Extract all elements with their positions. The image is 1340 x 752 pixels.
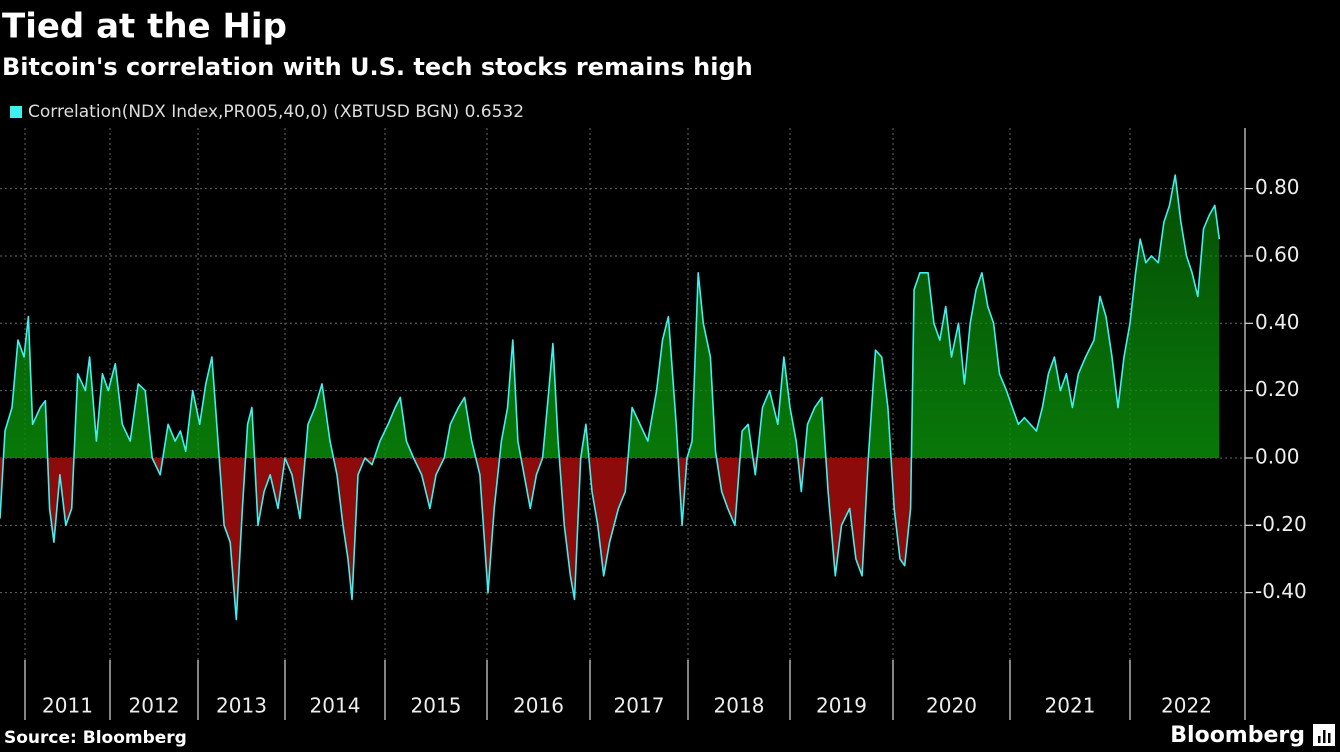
y-tick-label: 0.00	[1255, 444, 1300, 468]
legend-swatch	[10, 106, 22, 118]
chart-subtitle: Bitcoin's correlation with U.S. tech sto…	[2, 53, 753, 81]
x-tick-label: 2017	[614, 694, 665, 718]
y-tick-label: 0.60	[1255, 242, 1300, 266]
x-tick-label: 2021	[1045, 694, 1096, 718]
x-tick-label: 2016	[513, 694, 564, 718]
chart-title: Tied at the Hip	[2, 7, 287, 47]
line	[0, 174, 1221, 621]
x-tick-label: 2012	[129, 694, 180, 718]
x-tick-label: 2018	[714, 694, 765, 718]
x-tick-label: 2014	[310, 694, 361, 718]
x-tick-label: 2019	[816, 694, 867, 718]
brand-icon	[1313, 724, 1335, 746]
y-tick-label: 0.80	[1255, 175, 1300, 199]
x-tick-label: 2015	[411, 694, 462, 718]
legend-label: Correlation(NDX Index,PR005,40,0) (XBTUS…	[28, 102, 524, 122]
plot: -0.40 -0.20 0.00 0.20 0.40 0.60 0.80 2011 2012 20…	[0, 128, 1307, 720]
y-tick-label: -0.20	[1255, 512, 1307, 536]
y-tick-label: 0.20	[1255, 377, 1300, 401]
x-tick-label: 2022	[1161, 694, 1212, 718]
y-tick-label: 0.40	[1255, 310, 1300, 334]
source: Source: Bloomberg	[4, 728, 187, 748]
area-negative	[0, 457, 1220, 620]
x-tick-label: 2011	[42, 694, 93, 718]
area-positive	[3, 175, 1220, 458]
brand: Bloomberg	[1170, 723, 1305, 748]
x-tick-label: 2020	[926, 694, 977, 718]
x-tick-label: 2013	[216, 694, 267, 718]
y-tick-label: -0.40	[1255, 579, 1307, 603]
